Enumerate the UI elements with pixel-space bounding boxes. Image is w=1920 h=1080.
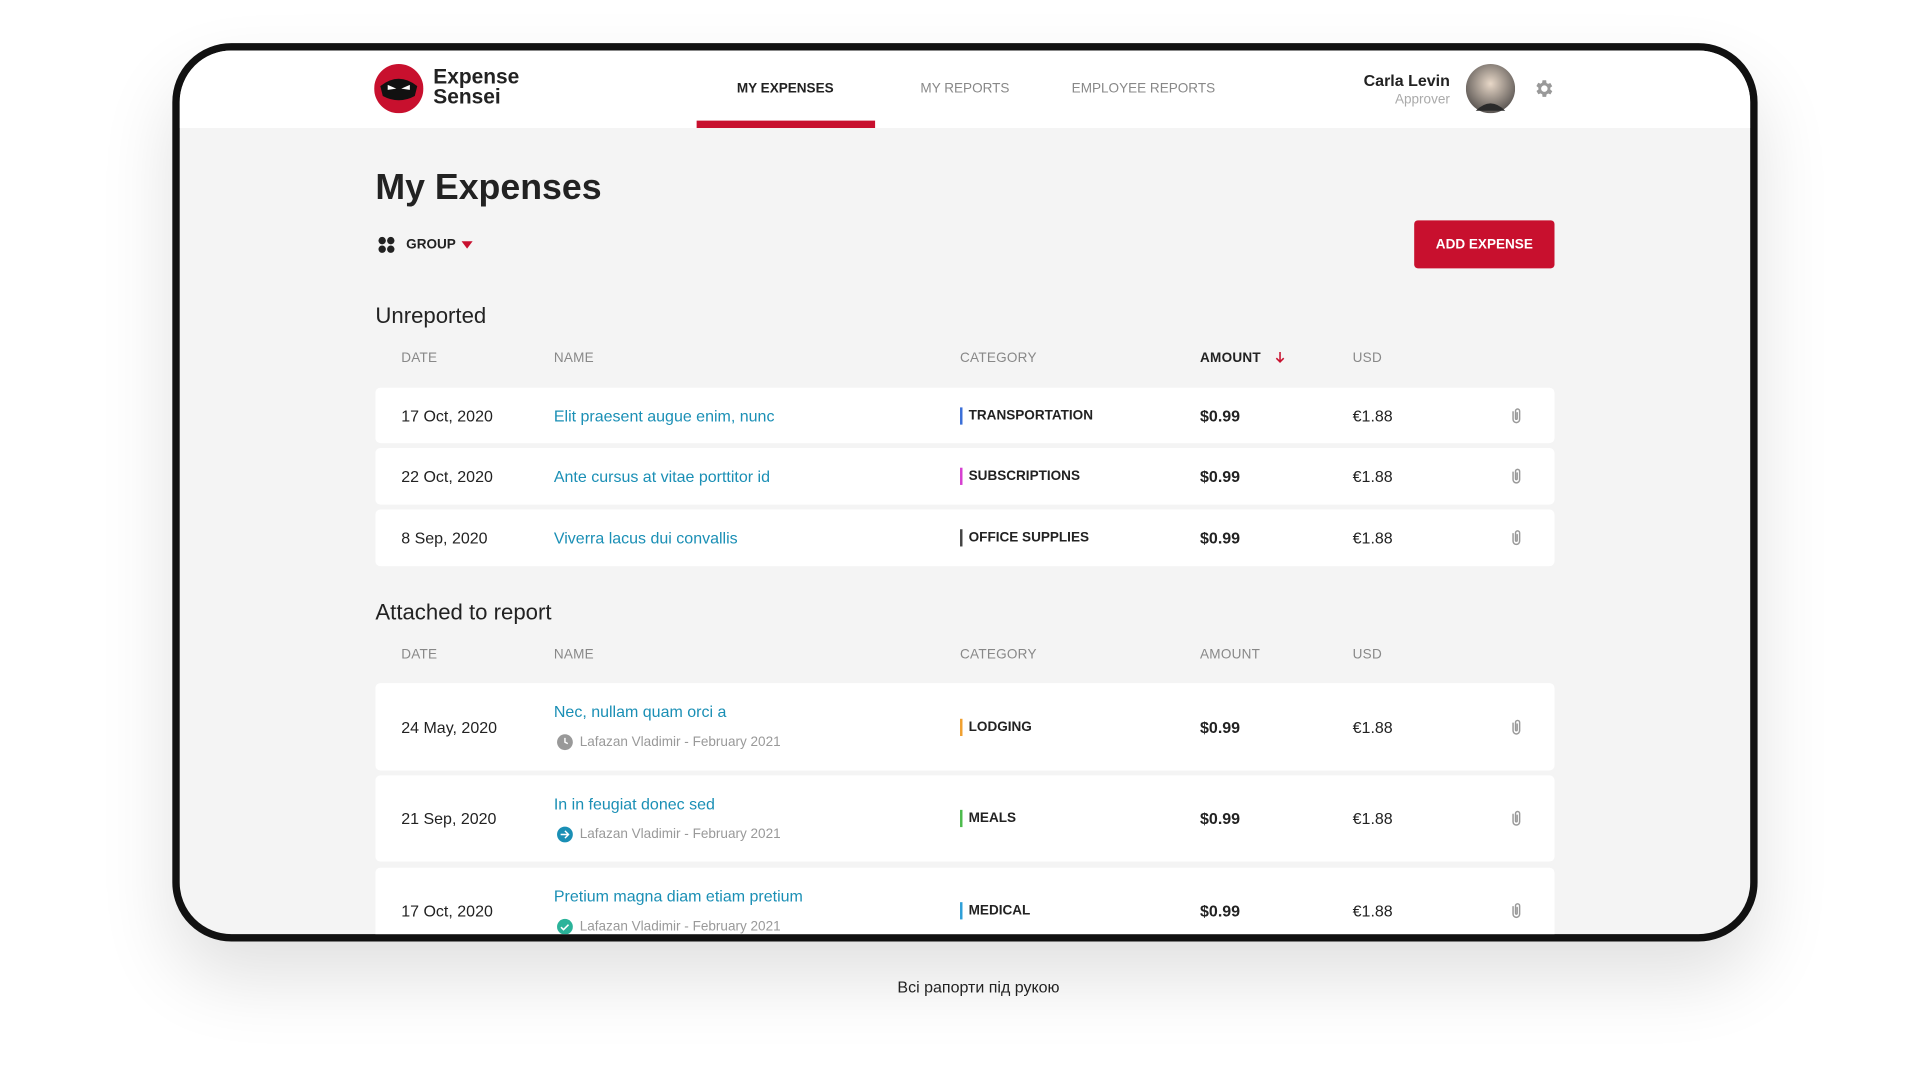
category: SUBSCRIPTIONS bbox=[968, 468, 1080, 484]
category: TRANSPORTATION bbox=[968, 408, 1093, 423]
category: MEDICAL bbox=[968, 903, 1031, 919]
column-header[interactable]: USD bbox=[1352, 350, 1382, 366]
nav-tab[interactable]: EMPLOYEE REPORTS bbox=[1071, 81, 1216, 97]
expense-row[interactable]: 17 Oct, 2020 Elit praesent augue enim, nu… bbox=[375, 387, 1555, 444]
column-header[interactable]: CATEGORY bbox=[960, 647, 1037, 663]
caption: Всі рапорти під рукою bbox=[897, 977, 1060, 997]
date: 8 Sep, 2020 bbox=[401, 528, 488, 548]
attachment-icon-svg bbox=[1512, 407, 1521, 423]
status-icon bbox=[556, 734, 573, 757]
date: 21 Sep, 2020 bbox=[401, 809, 497, 828]
category: OFFICE SUPPLIES bbox=[968, 530, 1090, 546]
attachment-icon-svg bbox=[1512, 468, 1521, 484]
avatar[interactable] bbox=[1465, 64, 1516, 114]
column-header[interactable]: NAME bbox=[553, 647, 594, 663]
attachment-icon[interactable] bbox=[1506, 406, 1526, 432]
column-header[interactable]: DATE bbox=[401, 350, 438, 366]
user-name: Carla Levin bbox=[1363, 71, 1450, 90]
usd-amount: €1.88 bbox=[1352, 901, 1393, 921]
app-window: Expense Sensei MY EXPENSES MY REPORTS EM… bbox=[172, 43, 1758, 942]
expense-row[interactable]: 17 Oct, 2020 Pretium magna diam etiam pre… bbox=[375, 867, 1555, 935]
expense-name[interactable]: In in feugiat donec sed bbox=[553, 794, 715, 813]
date: 22 Oct, 2020 bbox=[401, 467, 493, 486]
expense-name[interactable]: Elit praesent augue enim, nunc bbox=[553, 406, 775, 425]
category-marker bbox=[960, 809, 963, 828]
expense-row[interactable]: 22 Oct, 2020 Ante cursus at vitae porttit… bbox=[375, 448, 1555, 505]
attachment-icon[interactable] bbox=[1506, 528, 1526, 554]
column-header[interactable]: NAME bbox=[553, 350, 594, 366]
status-icon-svg bbox=[557, 734, 573, 751]
add-expense-button[interactable]: ADD EXPENSE bbox=[1414, 220, 1555, 269]
section-title: Attached to report bbox=[375, 600, 552, 625]
expense-row[interactable]: 8 Sep, 2020 Viverra lacus dui convallis OF… bbox=[375, 509, 1555, 567]
date: 24 May, 2020 bbox=[401, 717, 498, 737]
category-marker bbox=[960, 467, 963, 485]
column-header[interactable]: AMOUNT bbox=[1200, 350, 1261, 366]
usd-amount: €1.88 bbox=[1352, 717, 1393, 737]
attachment-icon-svg bbox=[1512, 719, 1521, 735]
attachment-icon[interactable] bbox=[1506, 466, 1526, 492]
submitter: Lafazan Vladimir - February 2021 bbox=[579, 734, 781, 750]
category-marker bbox=[960, 406, 963, 425]
date: 17 Oct, 2020 bbox=[401, 901, 493, 921]
settings-icon[interactable] bbox=[1532, 78, 1554, 100]
status-icon bbox=[556, 918, 573, 935]
logo-icon bbox=[374, 64, 424, 114]
amount: $0.99 bbox=[1200, 901, 1241, 921]
expense-row[interactable]: 21 Sep, 2020 In in feugiat donec sed Lafaz… bbox=[375, 775, 1555, 862]
category: MEALS bbox=[968, 811, 1017, 826]
date: 17 Oct, 2020 bbox=[401, 406, 493, 425]
attachment-icon[interactable] bbox=[1506, 717, 1526, 743]
logo-line: Sensei bbox=[433, 84, 501, 109]
status-icon-svg bbox=[557, 826, 573, 843]
attachment-icon[interactable] bbox=[1506, 901, 1526, 927]
attachment-icon-svg bbox=[1512, 530, 1521, 546]
sort-arrow bbox=[1273, 350, 1288, 372]
usd-amount: €1.88 bbox=[1352, 406, 1393, 425]
category-marker bbox=[960, 902, 963, 920]
expense-name[interactable]: Pretium magna diam etiam pretium bbox=[553, 886, 803, 906]
attachment-icon[interactable] bbox=[1506, 809, 1526, 835]
column-header[interactable]: USD bbox=[1352, 647, 1382, 663]
column-header[interactable]: CATEGORY bbox=[960, 350, 1037, 366]
active-tab-indicator bbox=[696, 120, 876, 129]
submitter: Lafazan Vladimir - February 2021 bbox=[579, 919, 781, 935]
sort-arrow-svg bbox=[1275, 352, 1285, 363]
section-title: Unreported bbox=[375, 303, 487, 329]
amount: $0.99 bbox=[1200, 528, 1241, 548]
logo-text: Expense Sensei bbox=[433, 65, 520, 109]
amount: $0.99 bbox=[1200, 809, 1241, 828]
group-dropdown[interactable]: GROUP bbox=[406, 237, 456, 253]
page-title: My Expenses bbox=[375, 168, 602, 208]
amount: $0.99 bbox=[1200, 717, 1241, 737]
category: LODGING bbox=[968, 719, 1032, 735]
status-icon-svg bbox=[557, 918, 573, 935]
expense-name[interactable]: Ante cursus at vitae porttitor id bbox=[553, 467, 770, 486]
amount: $0.99 bbox=[1200, 467, 1241, 486]
usd-amount: €1.88 bbox=[1352, 467, 1393, 486]
column-header[interactable]: DATE bbox=[401, 647, 438, 663]
status-icon bbox=[556, 826, 573, 849]
expense-row[interactable]: 24 May, 2020 Nec, nullam quam orci a Lafaz… bbox=[375, 683, 1555, 771]
usd-amount: €1.88 bbox=[1352, 809, 1393, 828]
nav-tab[interactable]: MY EXPENSES bbox=[736, 81, 834, 97]
dropdown-arrow bbox=[461, 241, 473, 249]
amount: $0.99 bbox=[1200, 406, 1241, 425]
usd-amount: €1.88 bbox=[1352, 528, 1393, 548]
attachment-icon-svg bbox=[1512, 810, 1521, 826]
attachment-icon-svg bbox=[1512, 903, 1521, 919]
group-icon[interactable] bbox=[378, 236, 395, 253]
user-role: Approver bbox=[1394, 92, 1450, 108]
expense-name[interactable]: Viverra lacus dui convallis bbox=[553, 528, 738, 548]
category-marker bbox=[960, 529, 963, 547]
logo-line: Expense bbox=[433, 65, 520, 89]
expense-name[interactable]: Nec, nullam quam orci a bbox=[553, 702, 727, 721]
nav-tab[interactable]: MY REPORTS bbox=[920, 81, 1010, 97]
category-marker bbox=[960, 718, 963, 736]
submitter: Lafazan Vladimir - February 2021 bbox=[579, 827, 781, 842]
column-header[interactable]: AMOUNT bbox=[1200, 647, 1261, 663]
